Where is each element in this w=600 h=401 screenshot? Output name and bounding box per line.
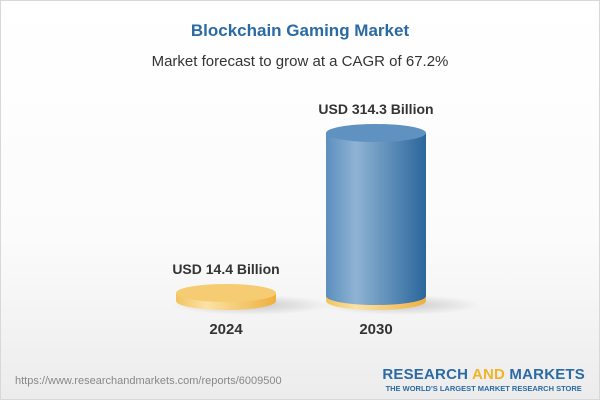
- chart-title: Blockchain Gaming Market: [190, 21, 410, 40]
- source-url[interactable]: https://www.researchandmarkets.com/repor…: [15, 375, 282, 387]
- bar-top: [176, 284, 276, 302]
- category-label: 2030: [359, 321, 392, 338]
- data-label: USD 314.3 Billion: [318, 101, 433, 117]
- bar-body: [326, 133, 426, 305]
- data-label: USD 14.4 Billion: [172, 261, 279, 277]
- category-label: 2024: [209, 321, 243, 338]
- brand-logo: RESEARCH AND MARKETS THE WORLD'S LARGEST…: [382, 366, 585, 393]
- chart-subtitle: Market forecast to grow at a CAGR of 67.…: [151, 53, 449, 70]
- bar-top: [326, 124, 426, 142]
